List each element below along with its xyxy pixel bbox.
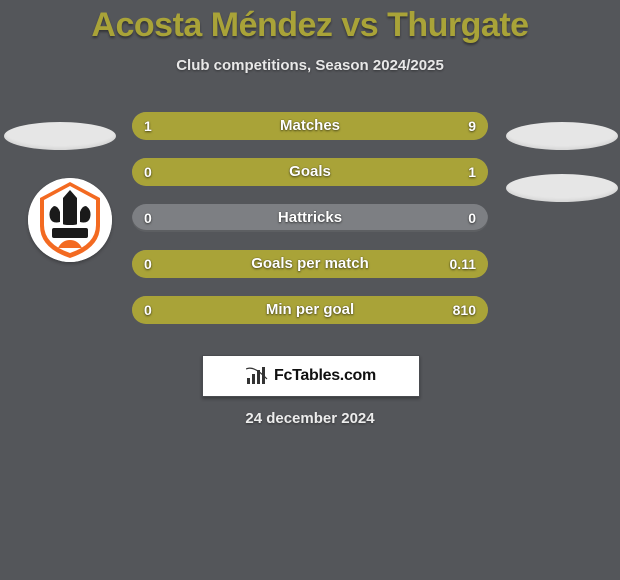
stat-label: Matches (132, 112, 488, 140)
stat-row: 01Goals (132, 158, 488, 186)
stat-row: 00Hattricks (132, 204, 488, 232)
stat-rows: 19Matches 01Goals 00Hattricks 00.11Goals pe… (132, 112, 488, 342)
stat-row: 00.11Goals per match (132, 250, 488, 278)
stat-row: 0810Min per goal (132, 296, 488, 324)
placeholder-left-top (4, 122, 116, 150)
placeholder-right-bottom (506, 174, 618, 202)
source-attribution: FcTables.com (202, 355, 420, 397)
page-title: Acosta Méndez vs Thurgate (0, 0, 620, 45)
stat-label: Goals (132, 158, 488, 186)
stat-label: Hattricks (132, 204, 488, 232)
club-crest-icon (28, 178, 112, 262)
source-text: FcTables.com (274, 367, 376, 385)
page-subtitle: Club competitions, Season 2024/2025 (0, 57, 620, 74)
date-label: 24 december 2024 (0, 410, 620, 427)
stat-row: 19Matches (132, 112, 488, 140)
bar-chart-icon (246, 367, 268, 385)
comparison-infographic: Acosta Méndez vs Thurgate Club competiti… (0, 0, 620, 580)
stat-label: Goals per match (132, 250, 488, 278)
placeholder-right-top (506, 122, 618, 150)
stat-label: Min per goal (132, 296, 488, 324)
